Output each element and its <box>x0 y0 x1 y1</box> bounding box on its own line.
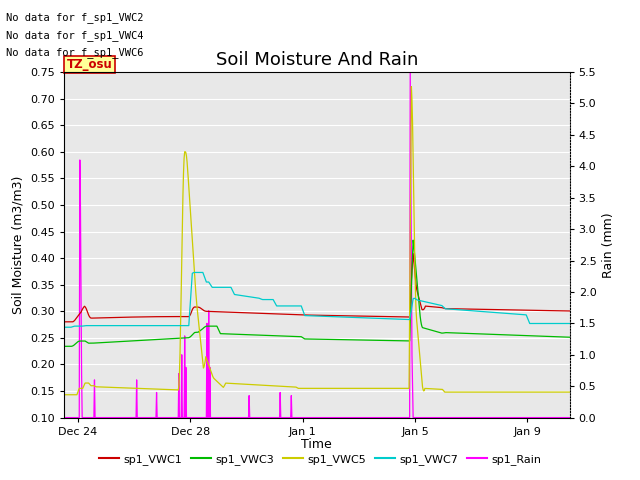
Text: TZ_osu: TZ_osu <box>67 58 112 71</box>
Title: Soil Moisture And Rain: Soil Moisture And Rain <box>216 51 418 69</box>
X-axis label: Time: Time <box>301 438 332 451</box>
Y-axis label: Soil Moisture (m3/m3): Soil Moisture (m3/m3) <box>12 176 25 314</box>
Text: No data for f_sp1_VWC4: No data for f_sp1_VWC4 <box>6 30 144 41</box>
Y-axis label: Rain (mm): Rain (mm) <box>602 212 615 277</box>
Legend: sp1_VWC1, sp1_VWC3, sp1_VWC5, sp1_VWC7, sp1_Rain: sp1_VWC1, sp1_VWC3, sp1_VWC5, sp1_VWC7, … <box>94 450 546 469</box>
Text: No data for f_sp1_VWC2: No data for f_sp1_VWC2 <box>6 12 144 23</box>
Text: No data for f_sp1_VWC6: No data for f_sp1_VWC6 <box>6 48 144 59</box>
